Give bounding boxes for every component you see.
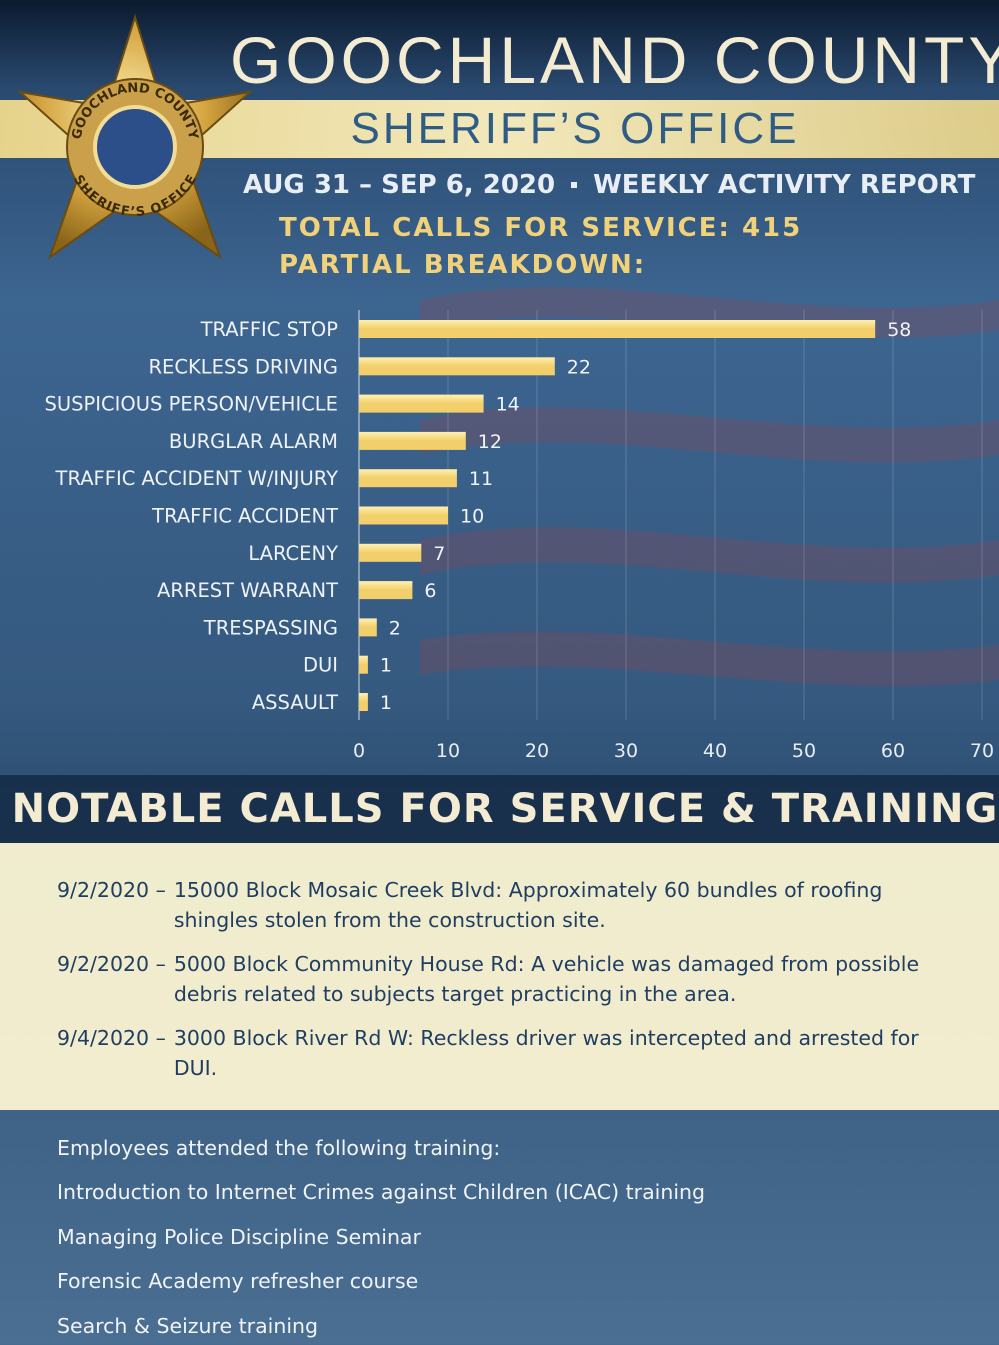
date-range: AUG 31 – SEP 6, 2020 xyxy=(243,170,556,200)
y-tick-label: DUI xyxy=(303,654,338,677)
y-tick-label: ASSAULT xyxy=(252,691,338,714)
y-tick-label: ARREST WARRANT xyxy=(157,579,338,602)
y-tick-label: TRAFFIC ACCIDENT xyxy=(151,505,338,528)
chart: 0 10 20 30 40 50 60 70 TRAFFIC STOP 58 RECKLESS DR… xyxy=(45,310,994,762)
total-label: TOTAL CALLS FOR SERVICE: xyxy=(279,213,731,243)
notable-item: 9/2/2020 – 5000 Block Community House Rd:… xyxy=(57,949,957,1009)
y-tick-label: TRAFFIC STOP xyxy=(200,318,339,341)
training-item: Forensic Academy refresher course xyxy=(57,1269,419,1294)
title: GOOCHLAND COUNTY xyxy=(230,23,999,97)
report-name: WEEKLY ACTIVITY REPORT xyxy=(593,170,976,200)
value-label: 58 xyxy=(887,319,911,341)
bar xyxy=(359,431,466,450)
x-tick-label: 50 xyxy=(792,740,816,762)
badge-seal xyxy=(93,105,177,189)
item-text: 15000 Block Mosaic Creek Blvd: Approxima… xyxy=(173,878,883,932)
subtitle: SHERIFF’S OFFICE xyxy=(350,104,800,153)
training-item: Managing Police Discipline Seminar xyxy=(57,1224,421,1249)
training-item: Introduction to Internet Crimes against … xyxy=(57,1180,706,1204)
item-date: 9/4/2020 – xyxy=(57,1026,166,1050)
y-tick-label: SUSPICIOUS PERSON/VEHICLE xyxy=(45,393,339,416)
bar xyxy=(359,581,413,600)
y-tick-label: LARCENY xyxy=(248,542,338,565)
badge: GOOCHLAND COUNTY SHERIFF’S OFFICE xyxy=(16,13,254,260)
x-tick-label: 40 xyxy=(703,740,727,762)
training-intro: Employees attended the following trainin… xyxy=(57,1136,501,1160)
notable-band xyxy=(0,775,999,843)
bar xyxy=(359,693,368,711)
value-label: 11 xyxy=(469,468,493,490)
value-label: 1 xyxy=(380,655,392,677)
bar xyxy=(359,469,457,488)
item-text: 3000 Block River Rd W: Reckless driver w… xyxy=(173,1026,919,1080)
training-item: Search & Seizure training xyxy=(57,1314,319,1339)
x-tick-label: 70 xyxy=(970,740,994,762)
value-label: 2 xyxy=(389,617,401,639)
y-tick-label: TRAFFIC ACCIDENT W/INJURY xyxy=(55,467,339,490)
notable-item: 9/4/2020 – 3000 Block River Rd W: Reckles… xyxy=(57,1023,957,1083)
y-tick-label: BURGLAR ALARM xyxy=(169,430,338,453)
x-tick-label: 30 xyxy=(614,740,638,762)
item-text: 5000 Block Community House Rd: A vehicle… xyxy=(173,952,920,1006)
y-tick-label: TRESPASSING xyxy=(203,616,338,639)
breakdown: PARTIAL BREAKDOWN: xyxy=(279,250,647,280)
notable-title: NOTABLE CALLS FOR SERVICE & TRAINING xyxy=(11,786,999,832)
value-label: 7 xyxy=(433,543,445,565)
item-date: 9/2/2020 – xyxy=(57,878,166,902)
separator xyxy=(571,182,578,188)
x-tick-label: 20 xyxy=(525,740,549,762)
y-tick-label: RECKLESS DRIVING xyxy=(148,355,338,378)
value-label: 10 xyxy=(460,506,484,528)
total-line: TOTAL CALLS FOR SERVICE: 415 xyxy=(279,213,802,243)
bar xyxy=(359,506,448,525)
x-tick-label: 60 xyxy=(881,740,905,762)
value-label: 6 xyxy=(424,580,436,602)
bar xyxy=(359,618,377,637)
item-date: 9/2/2020 – xyxy=(57,952,166,976)
bar xyxy=(359,543,422,562)
notable-panel xyxy=(0,843,999,1110)
x-tick-label: 0 xyxy=(353,740,365,762)
notable-item: 9/2/2020 – 15000 Block Mosaic Creek Blvd:… xyxy=(57,875,957,935)
value-label: 14 xyxy=(496,394,520,416)
date-line: AUG 31 – SEP 6, 2020 WEEKLY ACTIVITY REP… xyxy=(243,170,975,200)
bar xyxy=(359,320,876,338)
bar xyxy=(359,394,484,413)
total-value: 415 xyxy=(741,213,803,243)
value-label: 22 xyxy=(567,356,591,378)
bar xyxy=(359,357,555,376)
value-label: 1 xyxy=(380,692,392,714)
value-label: 12 xyxy=(478,431,502,453)
bar xyxy=(359,655,368,674)
x-tick-label: 10 xyxy=(436,740,460,762)
